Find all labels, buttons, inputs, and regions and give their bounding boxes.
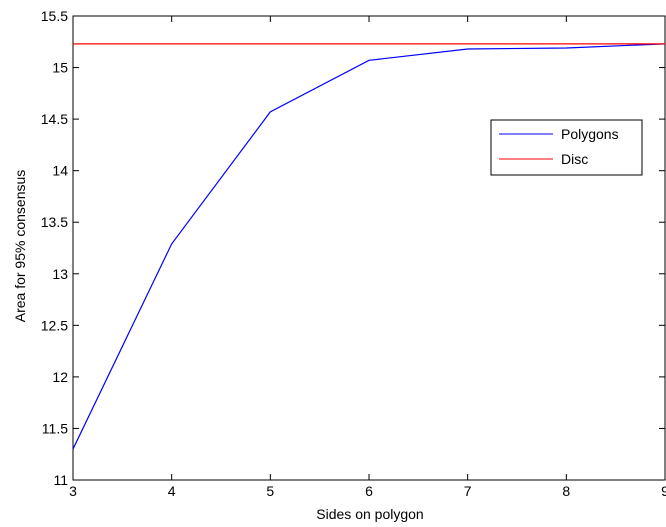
x-tick-label: 9 bbox=[661, 483, 666, 499]
series-layer bbox=[72, 43, 666, 450]
plot-frame bbox=[72, 15, 666, 481]
y-tick-label: 11.5 bbox=[42, 420, 68, 436]
ticks-layer: 3 4 5 6 7 8 9 11 11.5 12 12.5 13 13.5 14 14.5 15 15.5 bbox=[41, 8, 666, 499]
y-tick-label: 12.5 bbox=[41, 317, 68, 333]
y-tick-label: 13.5 bbox=[41, 214, 68, 230]
y-tick-label: 13 bbox=[52, 266, 68, 282]
x-tick-label: 6 bbox=[365, 483, 373, 499]
legend-entry-polygons: Polygons bbox=[561, 126, 619, 142]
x-tick-label: 4 bbox=[168, 483, 176, 499]
y-tick-label: 15 bbox=[52, 60, 68, 76]
x-tick-label: 8 bbox=[562, 483, 570, 499]
x-axis-label: Sides on polygon bbox=[316, 506, 423, 522]
y-tick-label: 12 bbox=[52, 369, 68, 385]
x-tick-label: 7 bbox=[464, 483, 472, 499]
legend: Polygons Disc bbox=[490, 119, 643, 176]
series-line-polygons bbox=[72, 43, 666, 450]
y-tick-label: 15.5 bbox=[41, 8, 68, 24]
legend-entry-disc: Disc bbox=[561, 151, 588, 167]
y-axis-label: Area for 95% consensus bbox=[12, 170, 28, 323]
legend-box bbox=[490, 119, 643, 176]
y-tick-label: 11 bbox=[53, 472, 68, 488]
y-tick-label: 14.5 bbox=[41, 111, 68, 127]
plot-area bbox=[72, 15, 666, 481]
y-tick-label: 14 bbox=[52, 163, 68, 179]
x-tick-label: 5 bbox=[266, 483, 274, 499]
x-tick-label: 3 bbox=[69, 483, 77, 499]
